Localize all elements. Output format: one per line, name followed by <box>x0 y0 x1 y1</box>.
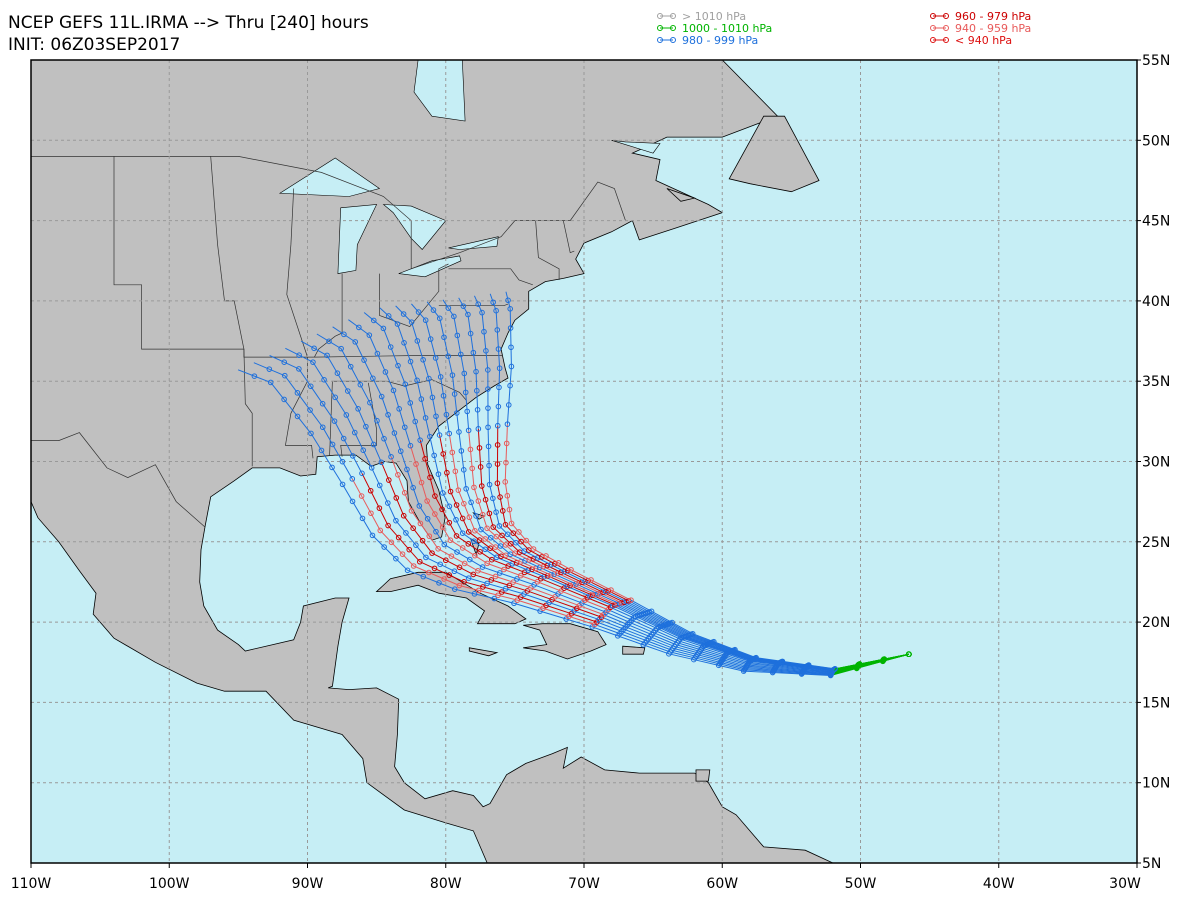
y-tick-label: 10N <box>1142 776 1170 792</box>
y-tick-label: 50N <box>1142 133 1170 149</box>
track-segment <box>499 368 500 387</box>
legend-label: < 940 hPa <box>955 34 1012 47</box>
y-tick-label: 40N <box>1142 294 1170 310</box>
x-tick-label: 90W <box>292 876 324 892</box>
x-tick-label: 30W <box>1109 876 1141 892</box>
x-tick-label: 70W <box>568 876 600 892</box>
x-tick-label: 80W <box>430 876 462 892</box>
track-segment <box>489 446 490 465</box>
legend-label: 980 - 999 hPa <box>682 34 758 47</box>
x-tick-label: 60W <box>706 876 738 892</box>
y-tick-label: 25N <box>1142 535 1170 551</box>
track-segment <box>498 407 499 426</box>
init-time: INIT: 06Z03SEP2017 <box>8 35 180 55</box>
island <box>696 770 710 781</box>
y-tick-label: 55N <box>1142 53 1170 69</box>
track-segment <box>489 466 490 485</box>
y-tick-label: 45N <box>1142 214 1170 230</box>
title: NCEP GEFS 11L.IRMA --> Thru [240] hours <box>8 13 369 33</box>
island <box>623 646 645 654</box>
y-tick-label: 15N <box>1142 695 1170 711</box>
x-tick-label: 50W <box>845 876 877 892</box>
track-segment <box>488 427 489 446</box>
track-segment <box>498 387 499 406</box>
y-tick-label: 5N <box>1142 856 1161 872</box>
y-tick-label: 35N <box>1142 374 1170 390</box>
x-tick-label: 100W <box>149 876 190 892</box>
y-tick-label: 20N <box>1142 615 1170 631</box>
x-tick-label: 40W <box>983 876 1015 892</box>
x-tick-label: 110W <box>11 876 52 892</box>
y-tick-label: 30N <box>1142 455 1170 471</box>
